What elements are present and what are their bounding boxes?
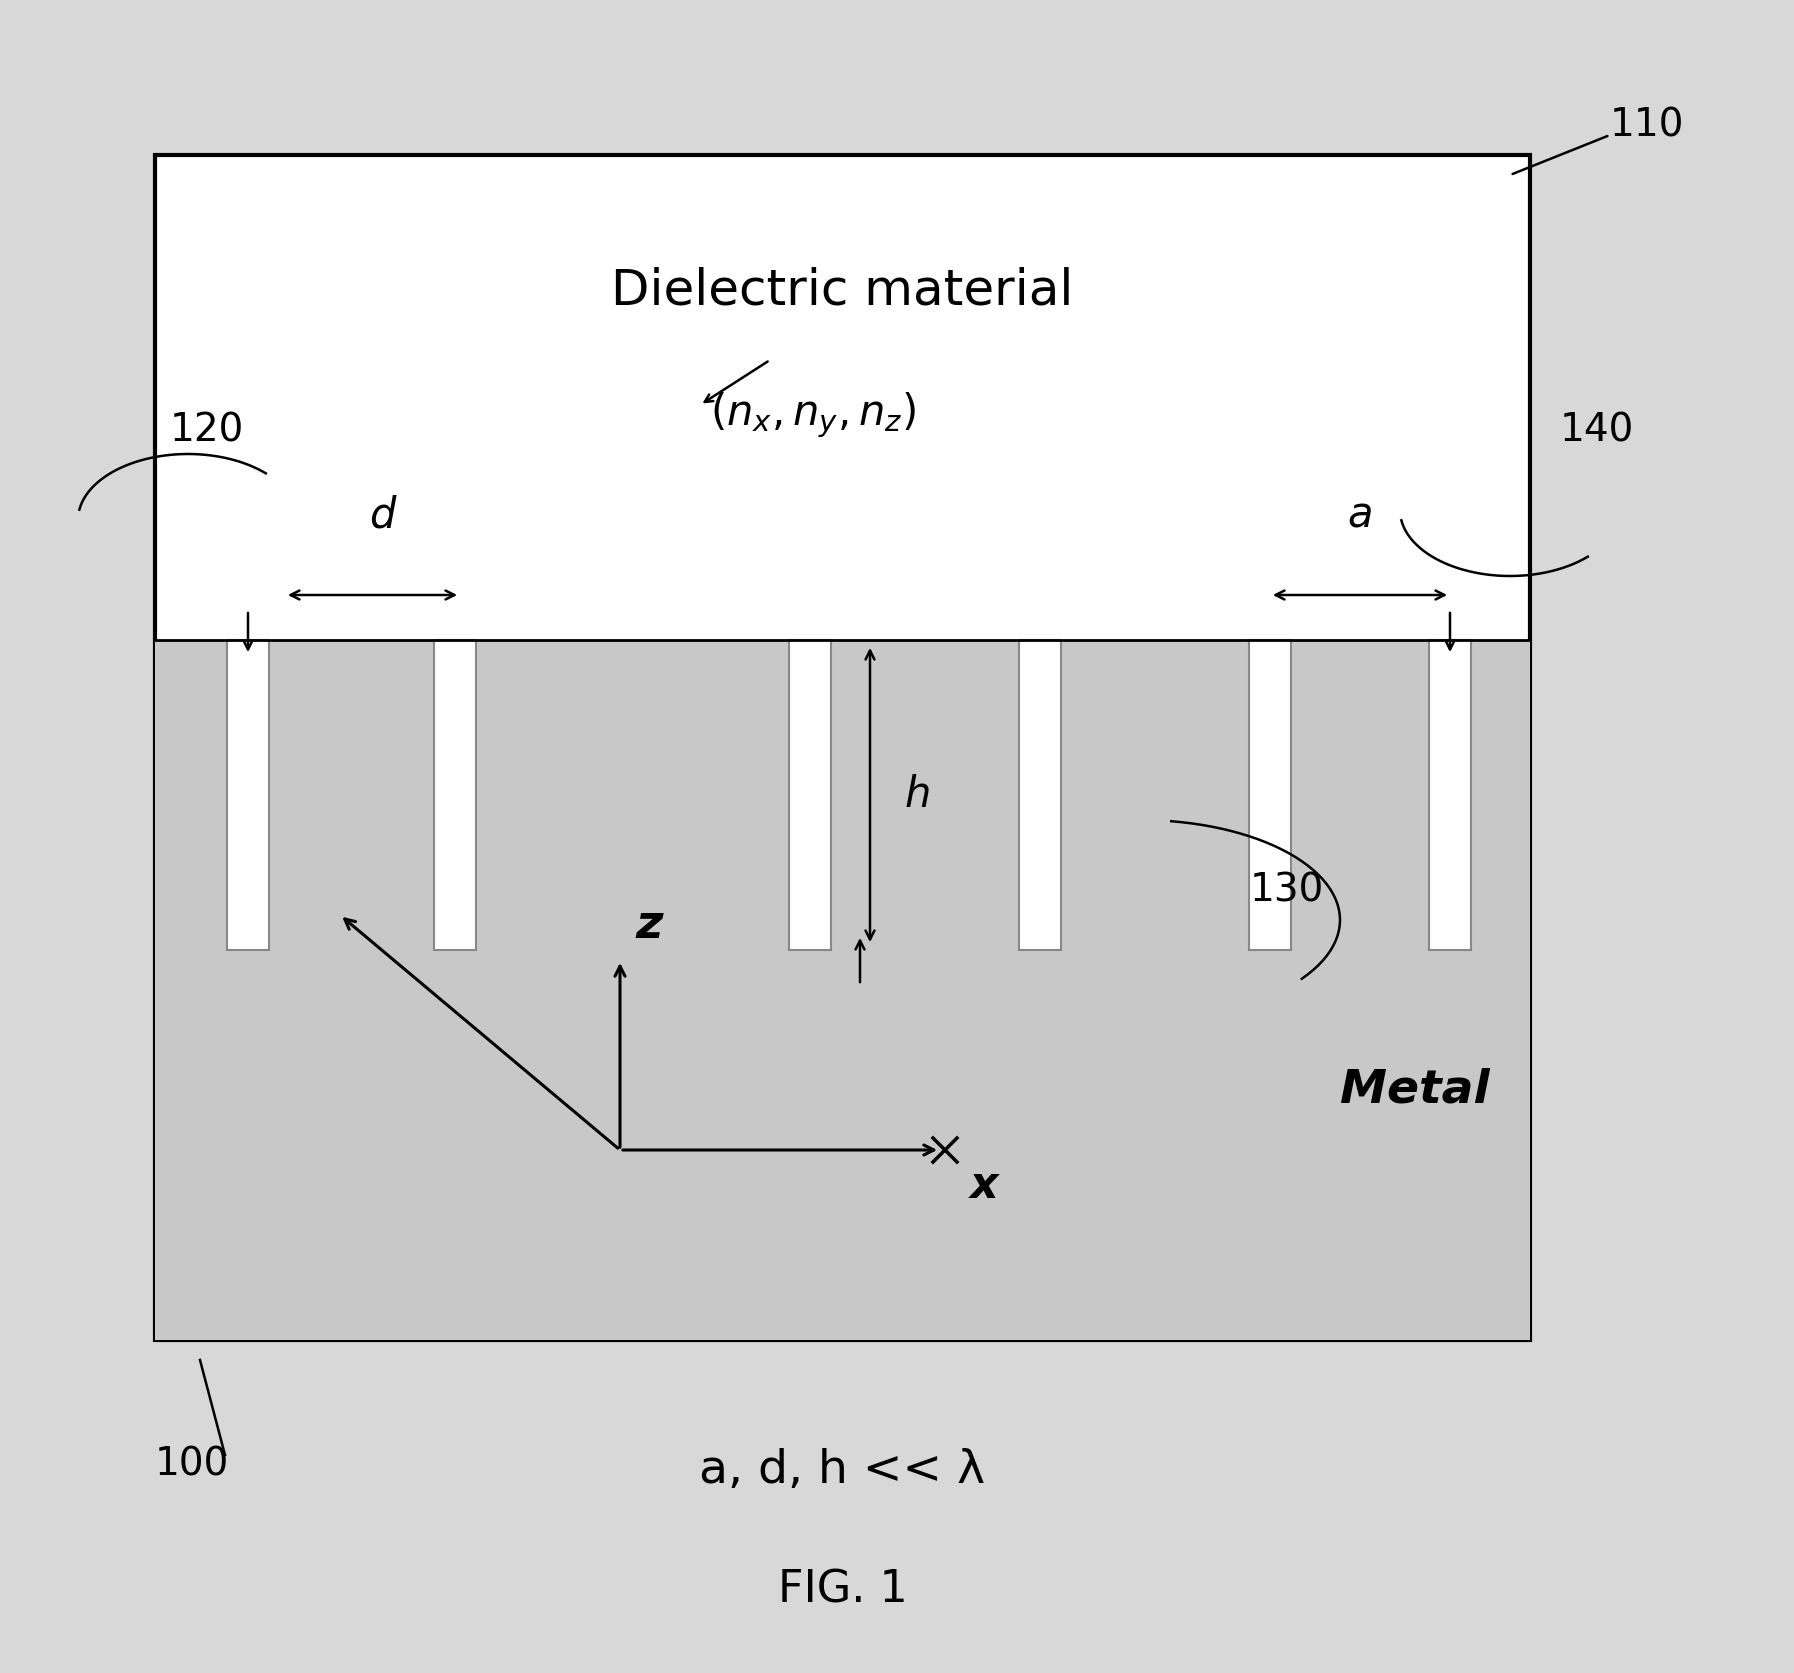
Bar [154,641,1530,1340]
Bar [228,641,269,950]
Text: $(n_x, n_y, n_z)$: $(n_x, n_y, n_z)$ [709,390,915,440]
Text: a, d, h << λ: a, d, h << λ [700,1447,985,1492]
Text: 130: 130 [1250,872,1324,908]
Text: 100: 100 [154,1445,230,1484]
Text: Metal: Metal [1340,1067,1489,1113]
Bar [1249,641,1292,950]
Bar [1430,641,1471,950]
Bar [1019,641,1060,950]
Text: x: x [971,1163,999,1206]
Bar [434,641,475,950]
Text: h: h [904,775,931,816]
Text: Dielectric material: Dielectric material [612,266,1073,315]
Text: d: d [370,494,396,535]
Text: z: z [635,902,662,947]
Text: a: a [1347,494,1372,535]
Bar [154,156,1530,1340]
Text: 140: 140 [1561,412,1634,448]
Text: 120: 120 [170,412,244,448]
Text: 110: 110 [1609,105,1685,144]
Text: FIG. 1: FIG. 1 [777,1569,908,1611]
Bar [789,641,831,950]
